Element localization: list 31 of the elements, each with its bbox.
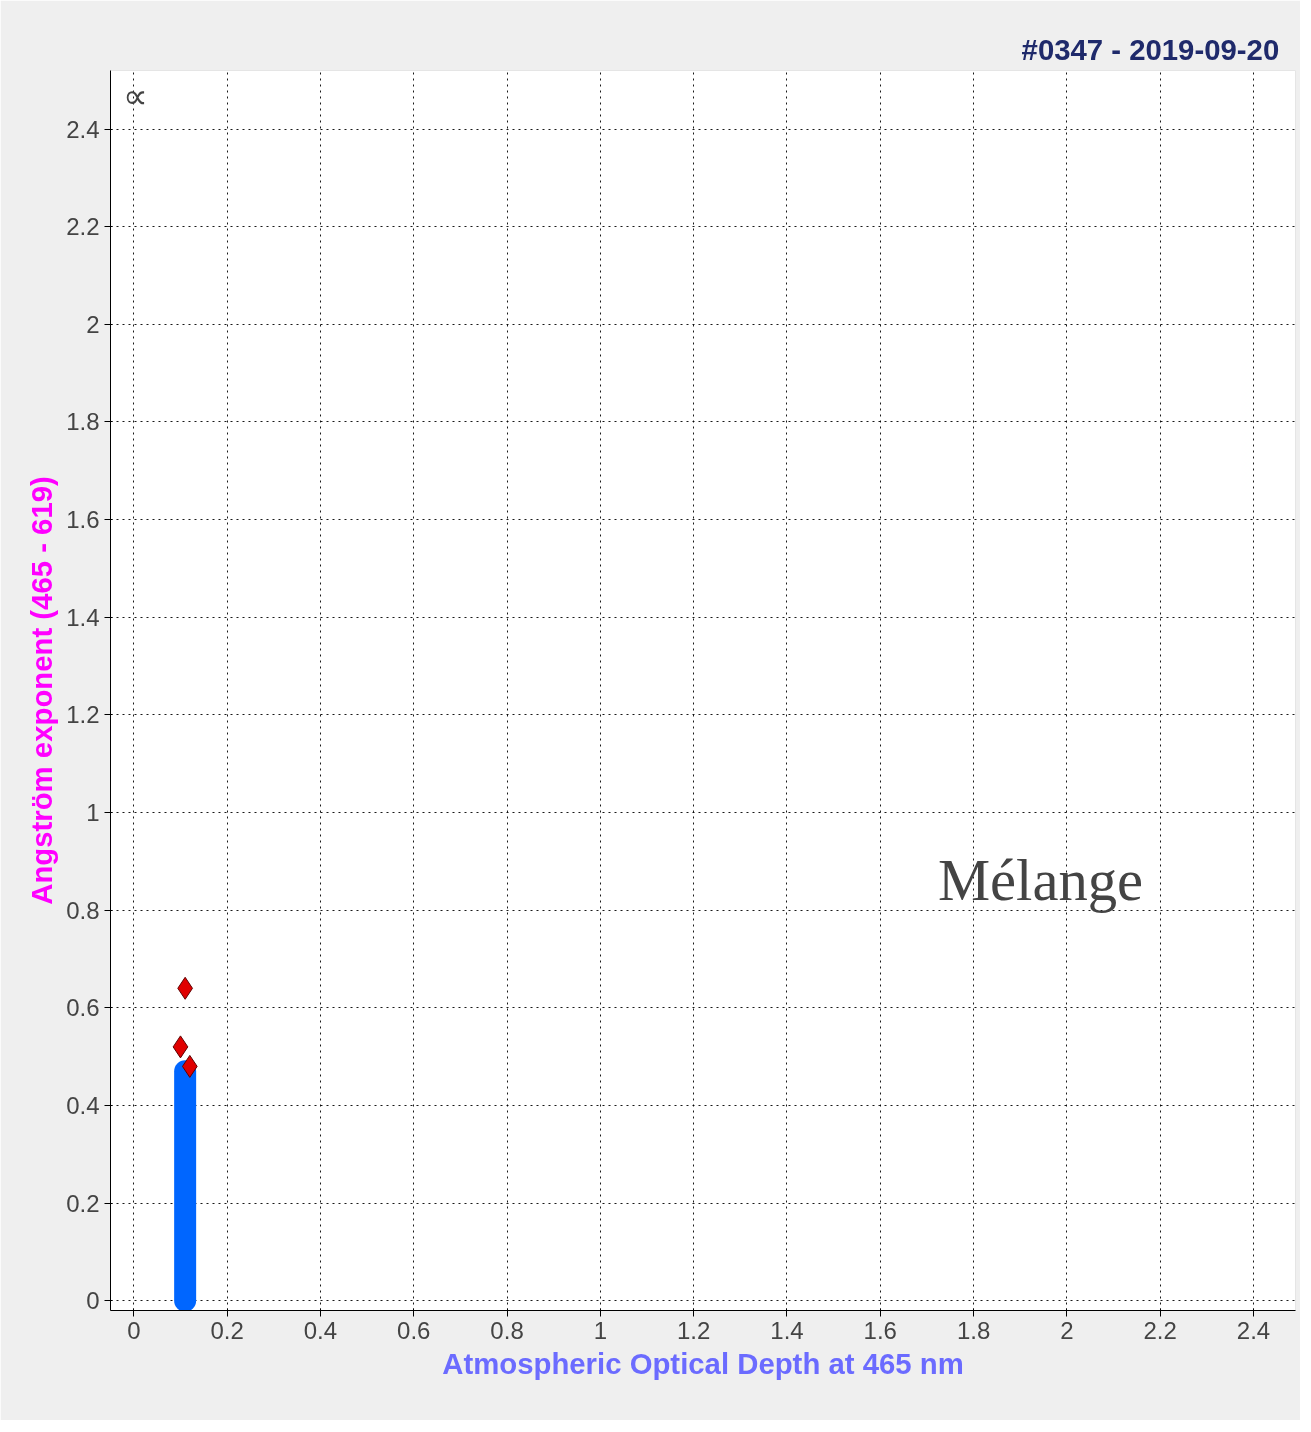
x-tick-label: 2: [1060, 1316, 1074, 1344]
y-tick-label: 0.4: [66, 1091, 100, 1119]
x-tick-label: 0.4: [303, 1316, 338, 1344]
x-tick-label: 0: [127, 1316, 141, 1344]
x-axis-title: Atmospheric Optical Depth at 465 nm: [442, 1346, 964, 1380]
y-tick-label: 0: [86, 1287, 100, 1315]
y-tick-label: 0.2: [66, 1189, 100, 1217]
y-tick-label: 0.8: [66, 896, 100, 924]
y-axis-title: Angström exponent (465 - 619): [25, 476, 59, 905]
y-tick-label: 1.6: [66, 506, 100, 534]
annotation: Mélange: [937, 848, 1144, 913]
y-tick-label: 0.6: [66, 994, 100, 1022]
y-tick-label: 1.8: [66, 408, 100, 436]
y-tick-label: 1.2: [66, 701, 100, 729]
x-tick-label: 1.2: [676, 1316, 711, 1344]
x-tick-label: 1: [593, 1316, 608, 1344]
x-tick-label: 0.8: [490, 1316, 524, 1344]
chart-title: #0347 - 2019-09-20: [1021, 32, 1280, 66]
x-tick-label: 1.4: [770, 1316, 804, 1344]
y-tick-label: 2: [86, 310, 100, 338]
y-tick-label: 1.4: [66, 603, 100, 631]
annotation: ∝: [123, 75, 148, 116]
x-tick-label: 1.8: [956, 1316, 991, 1344]
x-tick-label: 0.6: [397, 1316, 431, 1344]
y-tick-label: 2.2: [66, 213, 100, 241]
y-tick-label: 2.4: [66, 115, 100, 143]
x-tick-label: 0.2: [210, 1316, 244, 1344]
x-tick-label: 2.4: [1236, 1316, 1271, 1344]
x-tick-label: 1.6: [863, 1316, 897, 1344]
y-tick-label: 1: [86, 799, 100, 827]
x-tick-label: 2.2: [1143, 1316, 1177, 1344]
